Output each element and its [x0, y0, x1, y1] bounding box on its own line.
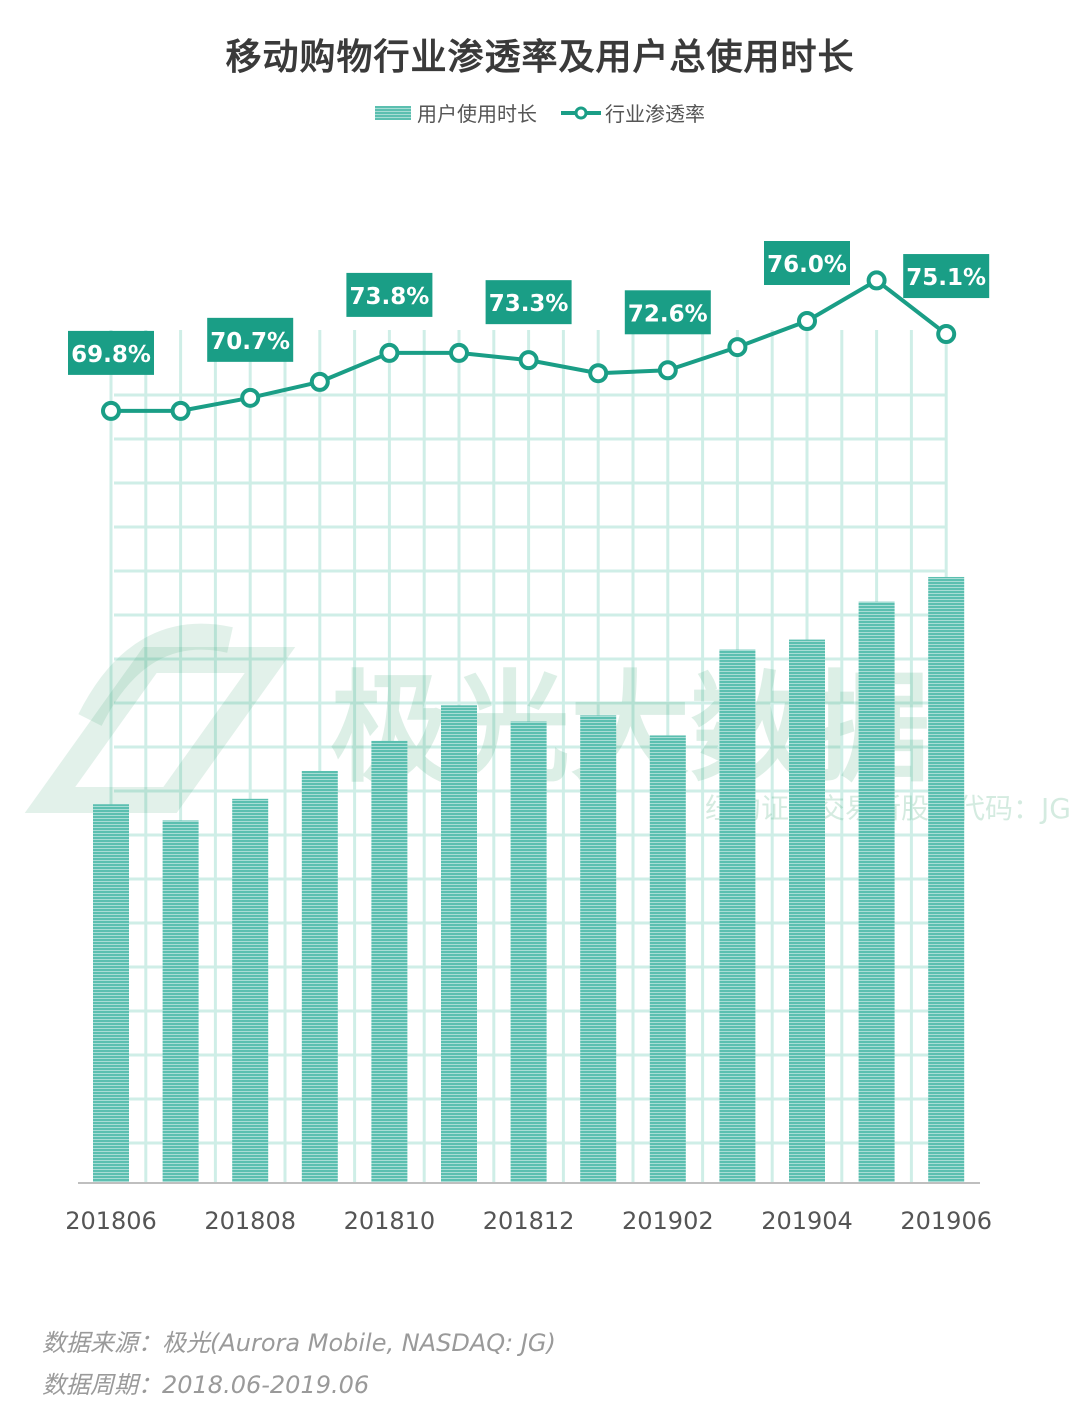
x-tick-label: 201812 — [483, 1207, 575, 1235]
data-label-text: 72.6% — [628, 301, 708, 327]
source-block: 数据来源：极光(Aurora Mobile, NASDAQ: JG) 数据周期：… — [42, 1322, 556, 1406]
line-point — [170, 400, 191, 421]
bar — [580, 715, 617, 1183]
line-point — [518, 350, 539, 371]
x-tick-label: 201904 — [761, 1207, 853, 1235]
data-label-box — [68, 330, 154, 375]
line-point — [936, 324, 957, 345]
bar — [858, 601, 895, 1183]
watermark: 极光大数据纽约证券交易所股票代码：JG — [24, 623, 1071, 825]
data-label-text: 69.8% — [71, 342, 151, 368]
line-point — [240, 387, 261, 408]
x-tick-label: 201902 — [622, 1207, 714, 1235]
watermark-logo — [24, 623, 296, 813]
bar — [441, 705, 477, 1183]
legend-bar-swatch — [375, 105, 411, 120]
data-label-box — [764, 241, 850, 285]
line-points — [101, 270, 957, 421]
data-label: 73.8% — [346, 272, 433, 317]
line-point — [657, 360, 678, 381]
bar — [928, 576, 965, 1183]
data-label-text: 73.3% — [489, 291, 569, 317]
line-point — [309, 371, 330, 392]
bar — [93, 804, 129, 1183]
bar — [510, 721, 547, 1183]
legend-line-label: 行业渗透率 — [605, 102, 705, 126]
bar — [162, 820, 199, 1183]
data-label: 73.3% — [485, 280, 572, 325]
data-label: 70.7% — [207, 317, 294, 362]
data-label-box — [903, 254, 990, 299]
data-label-box — [207, 317, 294, 362]
chart-title: 移动购物行业渗透率及用户总使用时长 — [225, 37, 855, 78]
source-line: 数据来源：极光(Aurora Mobile, NASDAQ: JG) — [42, 1329, 556, 1357]
bar — [789, 639, 825, 1183]
data-label-box — [346, 272, 433, 317]
bar — [371, 740, 408, 1183]
line-point — [101, 400, 121, 421]
data-label-text: 76.0% — [767, 252, 847, 278]
bar — [719, 649, 756, 1183]
data-label-text: 75.1% — [906, 265, 986, 291]
line-point — [379, 342, 400, 363]
legend-item-line: 行业渗透率 — [561, 98, 705, 127]
line-point — [588, 363, 609, 384]
line-point — [449, 342, 469, 363]
bar — [232, 798, 269, 1183]
data-labels: 69.8% 70.7% 73.8% 73.3% 72.6% 76.0% 75.1% — [68, 241, 990, 375]
legend-item-bar: 用户使用时长 — [375, 98, 537, 127]
period-line: 数据周期：2018.06-2019.06 — [42, 1371, 370, 1399]
x-tick-label: 201810 — [344, 1207, 436, 1235]
data-label: 69.8% — [68, 330, 154, 375]
legend: 用户使用时长 行业渗透率 — [0, 98, 1080, 127]
bar — [649, 735, 686, 1183]
data-label: 72.6% — [624, 290, 711, 335]
data-label-text: 73.8% — [350, 284, 430, 310]
watermark-text: 极光大数据 — [330, 660, 930, 799]
x-tick-label: 201906 — [900, 1207, 992, 1235]
x-tick-label: 201806 — [65, 1207, 157, 1235]
x-tick-label: 201808 — [204, 1207, 296, 1235]
data-label-box — [485, 280, 572, 325]
line-point — [797, 311, 817, 331]
data-label-box — [624, 290, 711, 335]
data-label: 76.0% — [764, 241, 850, 285]
data-label-text: 70.7% — [210, 329, 290, 355]
legend-line-swatch — [561, 106, 601, 119]
bar-series — [93, 576, 965, 1183]
line-point — [727, 337, 748, 358]
bar — [301, 770, 338, 1183]
chart-canvas: 极光大数据纽约证券交易所股票代码：JG201806201808201810201… — [24, 241, 1071, 1235]
data-label: 75.1% — [903, 254, 990, 299]
line-point — [866, 270, 887, 291]
legend-bar-label: 用户使用时长 — [417, 102, 537, 126]
x-ticks: 201806 201808 201810 201812 201902 201904 2019… — [65, 1207, 992, 1235]
